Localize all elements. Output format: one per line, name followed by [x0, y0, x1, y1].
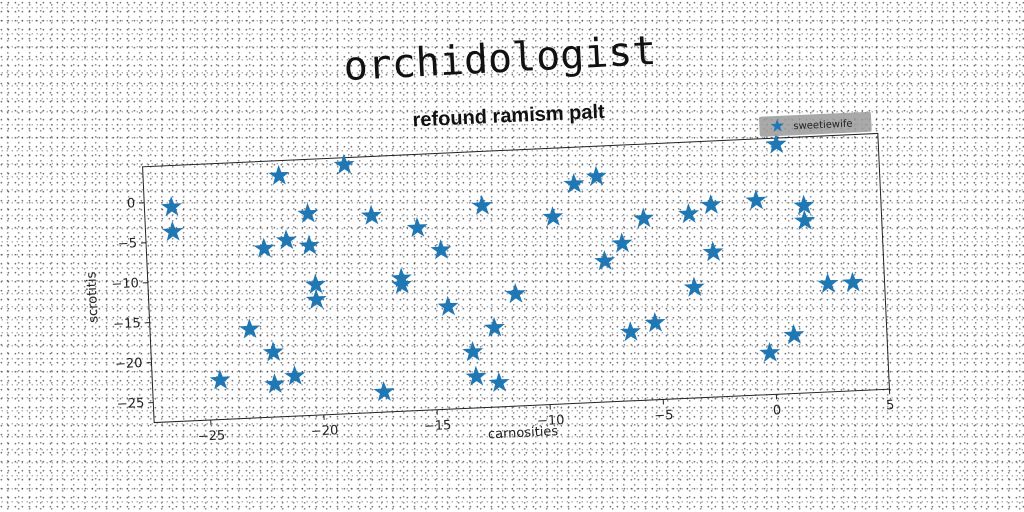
data-point-star — [373, 381, 395, 402]
y-tick-label: −25 — [117, 396, 145, 412]
data-point-star — [297, 202, 319, 223]
data-point-star — [759, 341, 781, 363]
data-point-star — [585, 165, 607, 186]
data-point-star — [298, 234, 320, 255]
data-point-star — [702, 241, 724, 262]
data-point-star — [209, 369, 231, 390]
data-point-star — [783, 324, 805, 345]
y-tick-label: −5 — [118, 236, 138, 252]
x-axis-label: carnosities — [488, 424, 559, 442]
data-point-star — [504, 283, 526, 304]
legend-marker-star — [770, 118, 784, 132]
y-tick-label: −20 — [115, 356, 143, 372]
data-point-star — [333, 153, 355, 175]
data-point-star — [160, 196, 182, 217]
data-point-star — [305, 288, 327, 310]
y-axis-label: scrotitis — [84, 271, 101, 323]
x-tick-label: 0 — [773, 403, 782, 418]
data-point-star — [620, 321, 641, 342]
data-point-star — [765, 133, 787, 154]
data-point-star — [594, 250, 616, 271]
data-point-star — [275, 229, 297, 250]
data-point-star — [162, 220, 184, 242]
data-point-star — [284, 365, 306, 386]
data-point-star — [633, 207, 654, 228]
plot-frame — [142, 132, 890, 424]
data-point-star — [793, 194, 815, 215]
data-point-star — [437, 295, 459, 316]
x-tick-label: −15 — [424, 418, 452, 434]
y-tick-label: −15 — [113, 316, 141, 332]
data-point-star — [817, 272, 839, 294]
y-axis: 0 −5 −10 −15 −20 −25 — [111, 196, 154, 412]
data-point-star — [305, 273, 326, 294]
data-point-star — [794, 209, 815, 231]
data-point-star — [430, 239, 452, 260]
plot-area-group: refound ramism palt −25 −20 −15 −10 −5 0 5 0 −5… — [84, 101, 895, 445]
legend-box — [759, 111, 872, 137]
data-point-star — [488, 371, 510, 393]
data-point-star — [611, 232, 633, 253]
data-point-star — [678, 203, 700, 224]
x-tick-label: −20 — [311, 423, 339, 439]
data-point-star — [471, 194, 493, 216]
data-point-star — [465, 365, 487, 386]
data-point-star — [262, 341, 284, 362]
data-point-star — [563, 173, 585, 194]
scatter-points — [160, 133, 864, 402]
data-point-star — [745, 189, 767, 210]
x-tick-label: −25 — [197, 428, 225, 444]
data-point-star — [268, 164, 290, 186]
data-point-star — [264, 373, 286, 394]
x-tick-label: 5 — [886, 398, 895, 413]
data-point-star — [391, 273, 413, 294]
data-point-star — [406, 217, 428, 238]
data-point-star — [542, 206, 564, 227]
data-point-star — [842, 271, 864, 292]
data-point-star — [239, 318, 260, 339]
x-axis: −25 −20 −15 −10 −5 0 5 — [197, 389, 895, 445]
y-tick-label: −10 — [111, 276, 139, 292]
x-tick-label: −10 — [537, 413, 565, 429]
data-point-star — [483, 316, 505, 338]
data-point-star — [683, 276, 705, 297]
data-point-star — [700, 194, 722, 215]
legend-entry-label: sweetiewife — [793, 119, 853, 133]
chart-title: refound ramism palt — [412, 101, 605, 132]
data-point-star — [644, 311, 666, 333]
legend: sweetiewife — [759, 111, 872, 137]
data-point-star — [462, 341, 484, 362]
data-point-star — [360, 204, 382, 225]
data-point-star — [253, 237, 275, 258]
x-tick-label: −5 — [654, 408, 674, 424]
y-tick-label: 0 — [127, 196, 136, 211]
